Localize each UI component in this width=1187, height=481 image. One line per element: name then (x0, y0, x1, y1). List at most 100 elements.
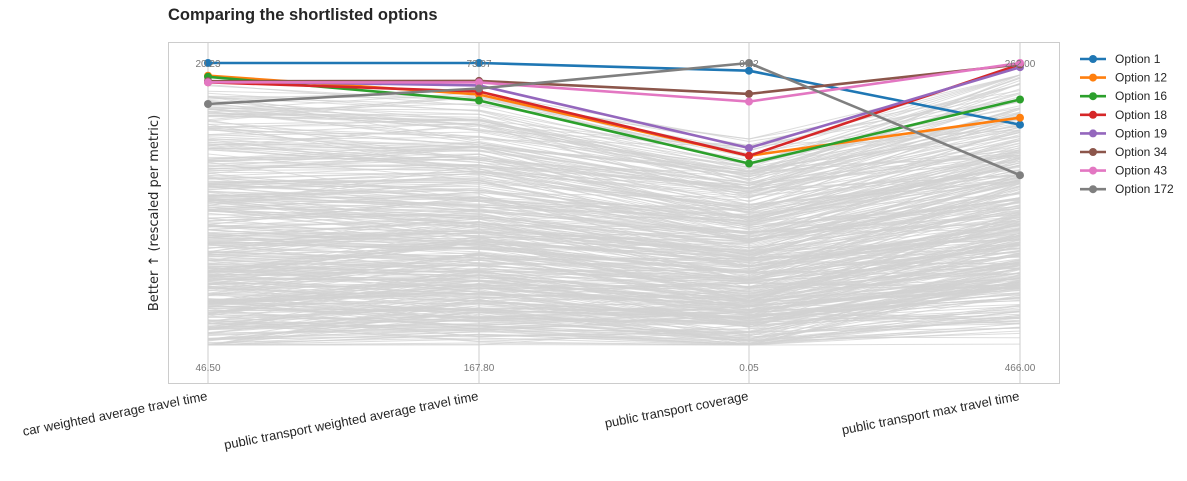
series-point (745, 159, 753, 168)
series-option-172 (204, 59, 1024, 180)
background-option-line (207, 209, 1021, 261)
series-line (207, 61, 1021, 177)
background-option-line (207, 302, 1021, 336)
highlighted-options (204, 59, 1024, 180)
background-option-line (207, 239, 1021, 298)
background-option-line (207, 141, 1021, 213)
chart-title: Comparing the shortlisted options (168, 6, 438, 24)
background-option-line (207, 188, 1021, 247)
background-option-line (207, 181, 1021, 228)
legend-item: Option 1 (1080, 52, 1161, 66)
background-option-line (207, 112, 1021, 190)
background-option-line (207, 204, 1021, 268)
background-option-line (207, 309, 1021, 339)
background-option-line (207, 323, 1021, 346)
background-option-line (207, 125, 1021, 180)
legend-label: Option 43 (1115, 164, 1167, 178)
background-option-line (207, 104, 1021, 165)
background-option-line (207, 211, 1021, 302)
background-option-line (207, 143, 1021, 206)
series-point (1016, 59, 1024, 67)
background-option-line (207, 277, 1021, 342)
background-option-line (207, 228, 1021, 308)
legend-swatch-marker (1089, 185, 1097, 194)
axis-names: car weighted average travel time public t… (21, 388, 1020, 452)
y-axis-label: Better ↑ (rescaled per metric) (147, 115, 162, 311)
background-option-line (207, 109, 1021, 184)
background-option-line (207, 305, 1021, 346)
axis-bottom-label: 466.00 (1005, 363, 1036, 374)
background-option-line (207, 168, 1021, 231)
background-option-line (207, 254, 1021, 265)
series-point (1016, 95, 1024, 104)
background-option-line (207, 147, 1021, 193)
series-point (745, 89, 753, 98)
background-option-line (207, 115, 1021, 195)
series-option-43 (204, 59, 1024, 106)
axis-bottom-label: 0.05 (739, 363, 759, 374)
background-option-line (207, 157, 1021, 219)
legend-swatch-marker (1089, 92, 1097, 101)
background-option-line (207, 174, 1021, 236)
series-line (208, 61, 1021, 126)
legend-item: Option 18 (1080, 108, 1167, 122)
legend-swatch-marker (1089, 110, 1097, 119)
series-point (475, 96, 483, 105)
series-point (1016, 113, 1024, 122)
background-option-line (207, 231, 1021, 268)
axis-bottom-label: 46.50 (195, 363, 220, 374)
legend-item: Option 19 (1080, 126, 1167, 140)
background-option-line (207, 218, 1021, 289)
legend-label: Option 12 (1115, 71, 1167, 85)
legend-label: Option 18 (1115, 108, 1167, 122)
background-option-line (207, 303, 1021, 340)
series-point (745, 144, 753, 152)
legend-item: Option 16 (1080, 89, 1167, 103)
legend-label: Option 19 (1115, 126, 1167, 140)
series-point (475, 59, 483, 67)
background-option-line (207, 207, 1021, 280)
series-point (745, 59, 753, 67)
background-option-line (207, 90, 1021, 147)
legend-item: Option 172 (1080, 182, 1174, 196)
background-option-line (207, 137, 1021, 183)
axis-name-label: public transport max travel time (840, 388, 1020, 437)
axis-top-label: 262.00 (1005, 59, 1036, 70)
series-point (1016, 120, 1024, 129)
background-option-line (207, 108, 1021, 211)
series-point (475, 84, 483, 93)
series-point (745, 66, 753, 75)
legend-swatch-marker (1089, 55, 1097, 63)
background-option-line (207, 286, 1021, 316)
background-option-line (207, 122, 1021, 168)
background-option-line (207, 254, 1021, 294)
background-option-line (207, 132, 1021, 199)
legend-swatch-marker (1089, 73, 1097, 82)
series-line (207, 61, 1021, 103)
background-option-line (207, 74, 1021, 158)
background-option-line (207, 114, 1021, 175)
axis-name-label: car weighted average travel time (21, 388, 208, 439)
legend-item: Option 43 (1080, 164, 1167, 178)
background-option-line (207, 107, 1021, 189)
series-line (207, 63, 1021, 158)
background-option-line (207, 148, 1021, 223)
background-option-line (207, 290, 1021, 306)
background-option-line (207, 206, 1021, 233)
legend-swatch-marker (1089, 148, 1097, 156)
background-option-line (207, 310, 1021, 342)
background-option-line (207, 136, 1021, 186)
series-option-1 (204, 59, 1024, 129)
legend-label: Option 34 (1115, 145, 1167, 159)
series-line (207, 75, 1021, 165)
axis-name-label: public transport weighted average travel… (223, 388, 480, 452)
series-line (207, 74, 1021, 158)
background-option-line (207, 189, 1021, 240)
background-option-line (207, 322, 1021, 346)
background-options (207, 74, 1021, 346)
axis-range-labels: 20.23 46.50 73.07 167.80 0.42 0.05 262.00 466.0… (195, 59, 1035, 374)
background-option-line (207, 234, 1021, 252)
background-option-line (207, 269, 1021, 337)
series-point (204, 78, 212, 87)
